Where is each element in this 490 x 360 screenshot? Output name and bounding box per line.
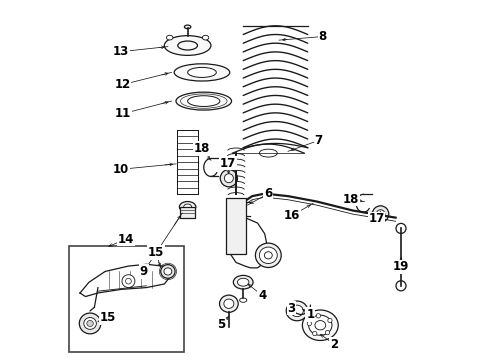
Text: 15: 15 xyxy=(148,246,164,259)
Ellipse shape xyxy=(233,275,253,289)
Text: 12: 12 xyxy=(114,78,130,91)
Ellipse shape xyxy=(372,206,389,222)
Text: 14: 14 xyxy=(118,233,134,246)
Ellipse shape xyxy=(174,64,230,81)
Ellipse shape xyxy=(224,299,234,309)
Bar xyxy=(69,246,184,352)
Text: 1: 1 xyxy=(306,308,314,321)
Ellipse shape xyxy=(259,149,277,157)
Ellipse shape xyxy=(202,35,209,40)
Bar xyxy=(180,207,195,219)
Text: 6: 6 xyxy=(264,187,272,200)
Text: 3: 3 xyxy=(288,302,295,315)
Text: 10: 10 xyxy=(113,163,129,176)
Ellipse shape xyxy=(79,313,101,334)
Circle shape xyxy=(307,321,312,326)
Ellipse shape xyxy=(179,202,196,212)
Ellipse shape xyxy=(376,210,385,219)
Text: 17: 17 xyxy=(220,157,236,170)
Text: 17: 17 xyxy=(368,212,385,225)
Ellipse shape xyxy=(87,320,93,327)
Text: 11: 11 xyxy=(115,107,131,120)
Circle shape xyxy=(396,281,406,291)
Ellipse shape xyxy=(220,170,238,187)
Ellipse shape xyxy=(286,301,308,321)
Ellipse shape xyxy=(309,315,332,335)
Circle shape xyxy=(316,314,320,318)
Text: 4: 4 xyxy=(258,289,267,302)
Ellipse shape xyxy=(220,295,238,312)
Text: 18: 18 xyxy=(194,142,210,155)
Ellipse shape xyxy=(84,318,97,329)
Ellipse shape xyxy=(315,320,326,330)
Ellipse shape xyxy=(176,92,232,110)
Ellipse shape xyxy=(188,67,216,77)
Ellipse shape xyxy=(167,35,173,40)
Ellipse shape xyxy=(224,174,233,183)
Ellipse shape xyxy=(259,247,277,264)
Ellipse shape xyxy=(164,36,211,55)
Text: 16: 16 xyxy=(283,210,300,222)
Text: 15: 15 xyxy=(100,311,116,324)
Text: 9: 9 xyxy=(140,265,148,278)
Ellipse shape xyxy=(240,298,247,302)
Ellipse shape xyxy=(291,305,303,317)
Text: 13: 13 xyxy=(113,45,129,58)
Ellipse shape xyxy=(265,252,272,259)
Circle shape xyxy=(325,330,330,335)
Circle shape xyxy=(313,331,317,336)
Ellipse shape xyxy=(178,41,197,50)
Circle shape xyxy=(396,224,406,233)
Ellipse shape xyxy=(164,268,172,275)
Ellipse shape xyxy=(238,278,249,286)
Ellipse shape xyxy=(184,204,192,210)
Text: 5: 5 xyxy=(217,318,225,331)
Circle shape xyxy=(328,318,332,323)
Circle shape xyxy=(125,278,131,284)
Ellipse shape xyxy=(302,310,338,341)
Text: 7: 7 xyxy=(315,134,322,147)
Ellipse shape xyxy=(161,265,175,278)
Text: 8: 8 xyxy=(318,30,326,43)
Bar xyxy=(226,198,246,253)
Text: 2: 2 xyxy=(330,338,338,351)
Text: 19: 19 xyxy=(393,260,409,273)
Text: 18: 18 xyxy=(343,193,359,206)
Circle shape xyxy=(122,275,135,288)
Ellipse shape xyxy=(255,243,281,267)
Ellipse shape xyxy=(184,25,191,29)
Ellipse shape xyxy=(188,96,220,107)
